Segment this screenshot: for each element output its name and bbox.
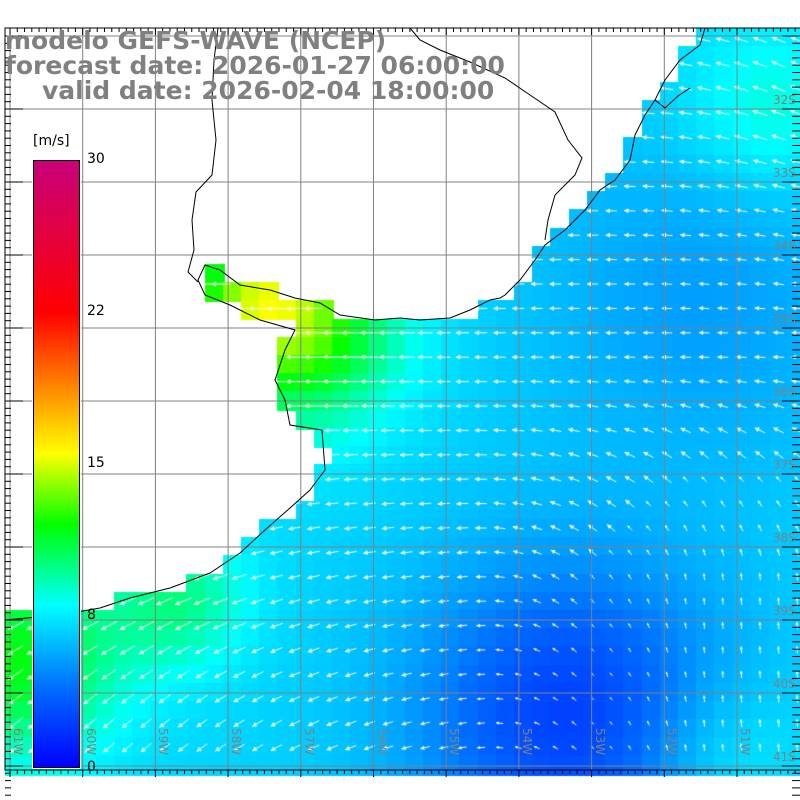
latitude-label: 40S	[773, 677, 796, 691]
valid-date: valid date: 2026-02-04 18:00:00	[42, 76, 495, 105]
border-line	[654, 87, 691, 109]
longitude-label: 57W	[301, 728, 316, 756]
model-title: modelo GEFS-WAVE (NCEP)	[5, 26, 387, 55]
longitude-label: 55W	[447, 728, 462, 756]
border-line	[409, 27, 583, 241]
latitude-label: 35S	[773, 312, 796, 326]
colorbar	[32, 159, 81, 769]
colorbar-tick: 0	[87, 759, 96, 775]
longitude-label: 60W	[83, 728, 98, 756]
colorbar-tick: 15	[87, 455, 105, 471]
map-frame	[4, 27, 800, 771]
graticule	[5, 28, 800, 770]
latitude-label: 41S	[773, 750, 796, 764]
longitude-label: 52W	[665, 728, 680, 756]
longitude-label: 53W	[592, 728, 607, 756]
latitude-label: 32S	[773, 93, 796, 107]
coastline	[4, 27, 706, 621]
longitude-label: 61W	[11, 728, 25, 756]
colorbar-tick: 22	[87, 303, 105, 319]
latitude-label: 39S	[773, 604, 796, 618]
longitude-label: 51W	[738, 728, 752, 756]
longitude-label: 59W	[156, 728, 171, 756]
longitude-label: 56W	[374, 728, 389, 756]
latitude-label: 33S	[773, 166, 796, 180]
longitude-label: 54W	[519, 728, 534, 756]
colorbar-tick: 30	[87, 151, 105, 167]
latitude-label: 34S	[773, 239, 796, 253]
forecast-date: forecast date: 2026-01-27 06:00:00	[5, 51, 505, 80]
longitude-label: 58W	[229, 728, 244, 756]
colorbar-tick: 8	[87, 607, 96, 623]
border-line	[187, 27, 219, 283]
latitude-label: 36S	[773, 385, 796, 399]
colorbar-unit: [m/s]	[33, 133, 70, 149]
axis-ticks	[5, 28, 800, 796]
latitude-label: 38S	[773, 531, 796, 545]
latitude-label: 37S	[773, 458, 796, 472]
